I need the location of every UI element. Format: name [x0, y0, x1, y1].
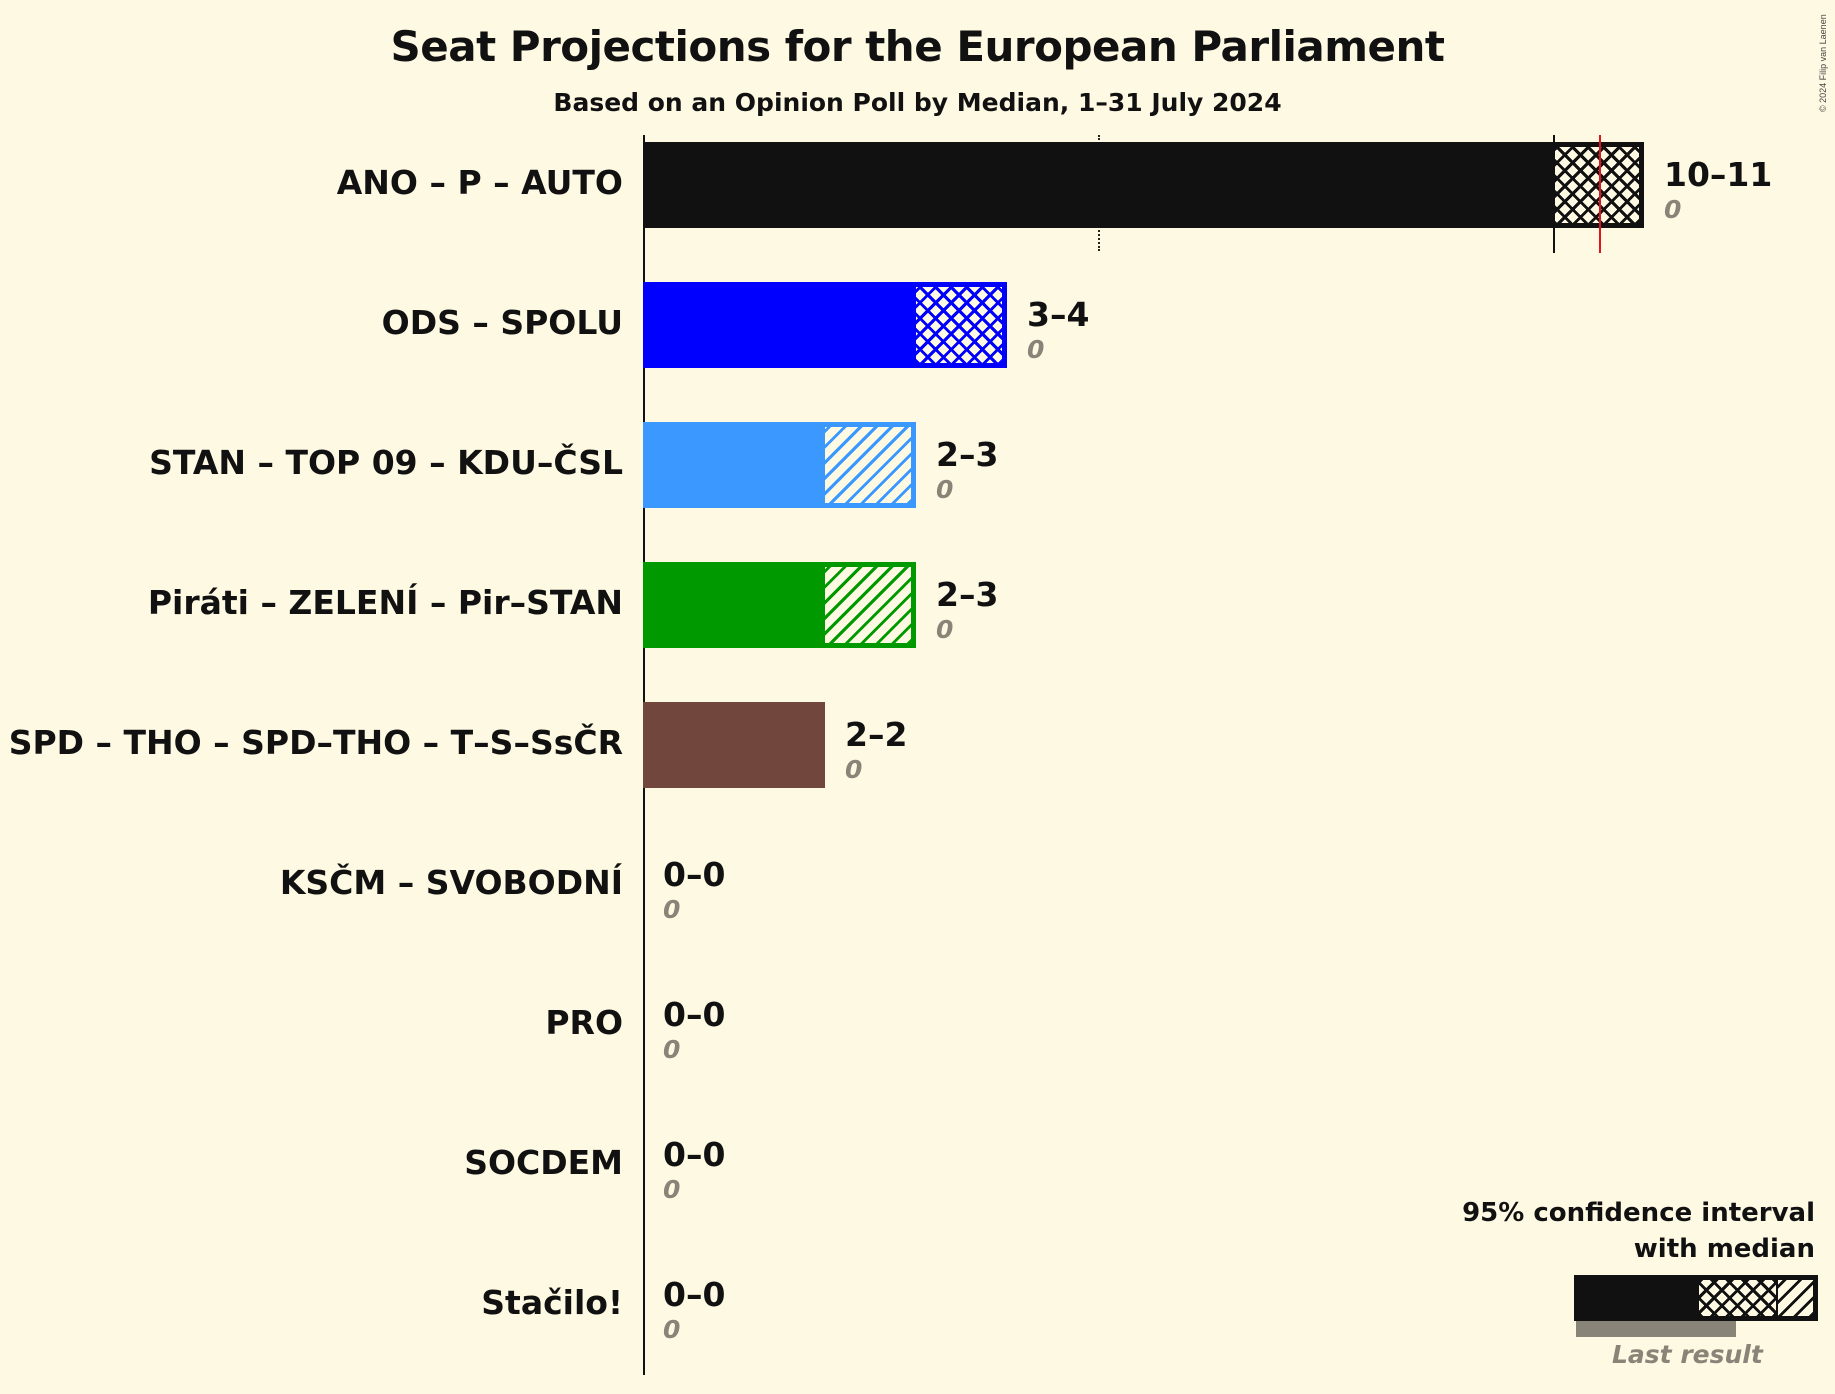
last-result: 0: [663, 1315, 681, 1344]
legend-solid: [1574, 1275, 1694, 1321]
bar-confidence-hatch: [825, 562, 916, 648]
legend-line-1: 95% confidence interval: [1462, 1198, 1815, 1228]
seat-range: 2–2: [845, 715, 908, 754]
party-label: KSČM – SVOBODNÍ: [279, 863, 623, 902]
bar-row: Stačilo! 0–0 0: [0, 1255, 1835, 1344]
bar-confidence-low: [643, 562, 825, 648]
seat-range: 3–4: [1027, 295, 1090, 334]
bar-row: KSČM – SVOBODNÍ 0–0 0: [0, 835, 1835, 924]
bar-confidence-hatch: [825, 422, 916, 508]
last-result: 0: [1664, 195, 1682, 224]
party-label: PRO: [545, 1003, 623, 1042]
bar-row: ANO – P – AUTO 10–11 0: [0, 135, 1835, 253]
copyright-note: © 2024 Filip van Laenen: [1818, 14, 1828, 112]
party-label: SPD – THO – SPD–THO – T–S–SsČR: [8, 723, 623, 762]
seat-range: 0–0: [663, 855, 726, 894]
bar-confidence-hatch: [916, 282, 1007, 368]
chart-subtitle: Based on an Opinion Poll by Median, 1–31…: [553, 88, 1282, 117]
seat-range: 0–0: [663, 1275, 726, 1314]
last-result: 0: [1027, 335, 1045, 364]
seat-range: 0–0: [663, 1135, 726, 1174]
chart-title: Seat Projections for the European Parlia…: [390, 22, 1445, 71]
party-label: SOCDEM: [464, 1143, 623, 1182]
legend-cross-hatch: [1694, 1275, 1778, 1321]
bar-confidence-low: [643, 702, 825, 788]
median-marker: [1598, 135, 1601, 253]
legend-diag-hatch: [1778, 1275, 1818, 1321]
party-label: Stačilo!: [481, 1283, 623, 1322]
seat-range: 2–3: [936, 435, 999, 474]
legend-last-result-label: Last result: [1612, 1340, 1763, 1369]
last-result: 0: [845, 755, 863, 784]
bar-confidence-low: [643, 282, 916, 368]
seat-range: 0–0: [663, 995, 726, 1034]
party-label: Piráti – ZELENÍ – Pir–STAN: [147, 583, 623, 622]
party-label: ANO – P – AUTO: [336, 163, 623, 202]
bar-row: STAN – TOP 09 – KDU–ČSL 2–3 0: [0, 415, 1835, 508]
last-result: 0: [936, 615, 954, 644]
bar-row: SOCDEM 0–0 0: [0, 1115, 1835, 1204]
party-label: ODS – SPOLU: [381, 303, 623, 342]
last-result: 0: [936, 475, 954, 504]
bar-row: Piráti – ZELENÍ – Pir–STAN 2–3 0: [0, 555, 1835, 648]
legend-title: 95% confidence interval with median: [1462, 1195, 1815, 1267]
bar-row: SPD – THO – SPD–THO – T–S–SsČR 2–2 0: [0, 695, 1835, 788]
legend-line-2: with median: [1633, 1234, 1815, 1264]
last-result: 0: [663, 895, 681, 924]
bar-confidence-low: [643, 422, 825, 508]
ci-tick: [1553, 135, 1555, 253]
bar-row: PRO 0–0 0: [0, 975, 1835, 1064]
last-result: 0: [663, 1035, 681, 1064]
last-result: 0: [663, 1175, 681, 1204]
party-label: STAN – TOP 09 – KDU–ČSL: [149, 443, 623, 482]
bar-row: ODS – SPOLU 3–4 0: [0, 275, 1835, 368]
seat-range: 10–11: [1664, 155, 1773, 194]
bar-confidence-low: [643, 142, 1553, 228]
legend-last-result-bar: [1576, 1321, 1736, 1337]
seat-range: 2–3: [936, 575, 999, 614]
